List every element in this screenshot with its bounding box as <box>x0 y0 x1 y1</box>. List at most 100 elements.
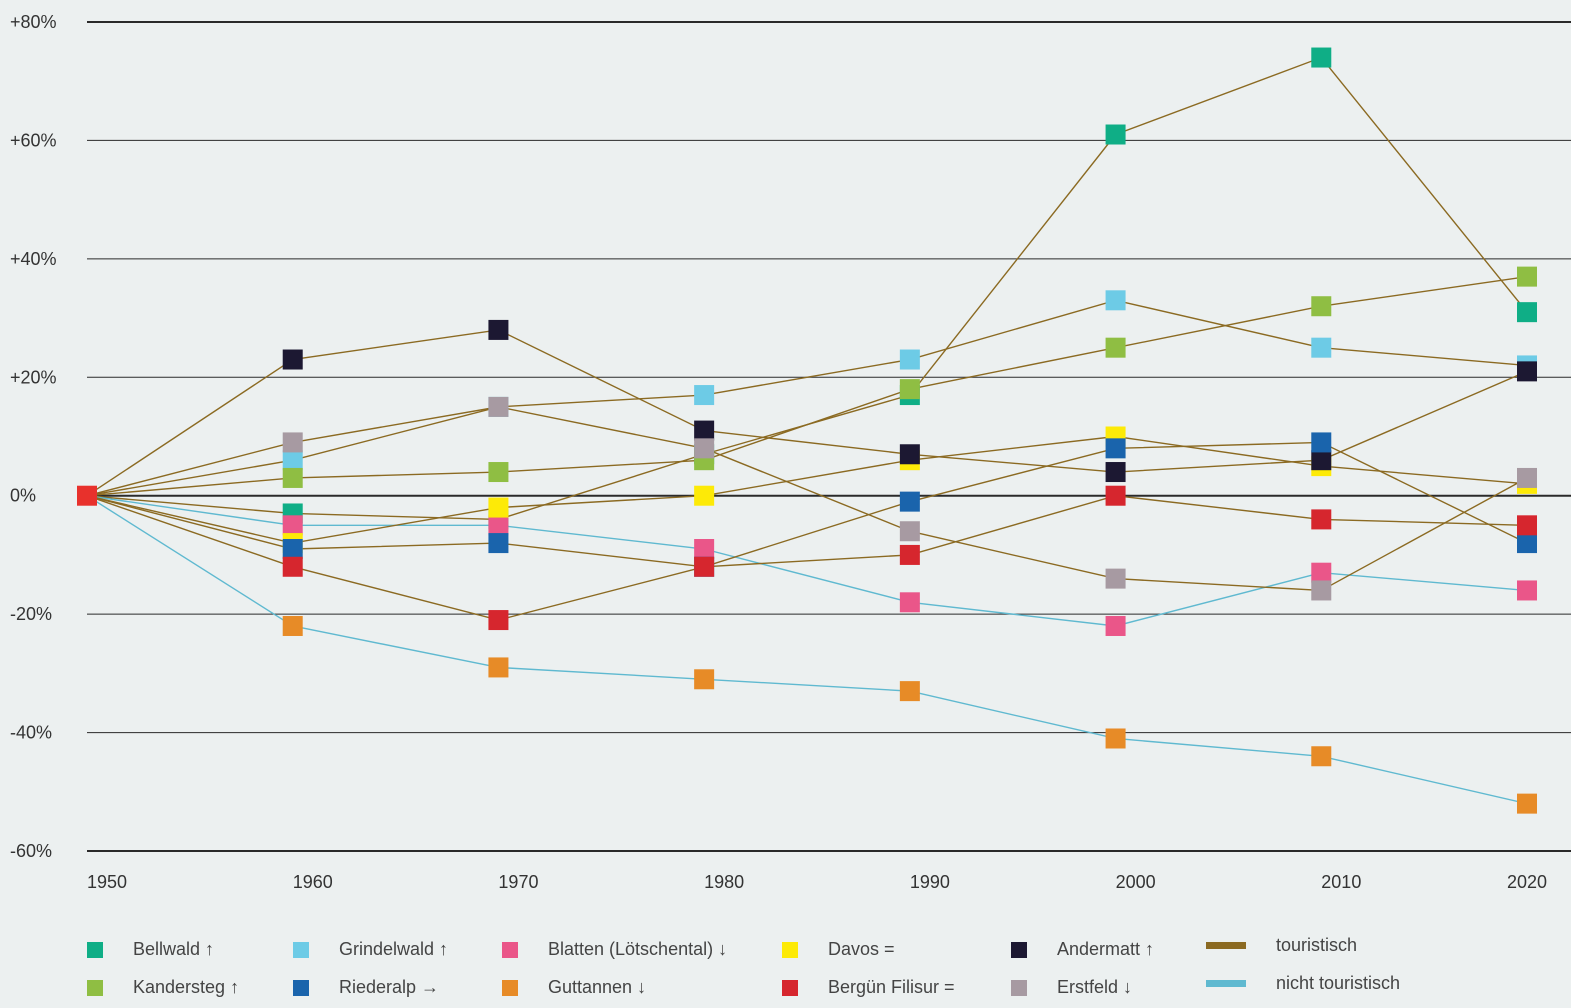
series-line <box>86 495 1528 805</box>
legend-label: Davos = <box>828 939 895 959</box>
series-line <box>86 275 1528 497</box>
legend-line-label: touristisch <box>1276 935 1358 955</box>
series-line <box>86 435 1528 544</box>
x-tick-label: 2020 <box>1507 872 1547 892</box>
data-point <box>899 681 920 702</box>
data-point <box>488 610 509 631</box>
legend-label: Erstfeld ↓ <box>1057 977 1133 997</box>
data-point <box>1517 302 1537 323</box>
x-tick-label: 1950 <box>87 872 127 892</box>
data-point <box>1311 296 1332 317</box>
data-point <box>1311 746 1332 767</box>
series-line <box>86 495 1528 627</box>
data-point <box>1311 47 1332 68</box>
data-point <box>488 396 509 417</box>
y-tick-label: -40% <box>10 723 52 743</box>
series-lines <box>86 56 1528 805</box>
legend-swatch <box>87 980 103 996</box>
data-point <box>488 657 509 678</box>
data-point <box>1311 562 1332 583</box>
series-markers <box>77 47 1537 814</box>
data-point <box>1517 467 1537 488</box>
data-point <box>899 349 920 370</box>
data-point <box>1105 290 1126 311</box>
data-point <box>1517 515 1537 536</box>
data-point <box>282 556 303 577</box>
series-line <box>86 329 1528 497</box>
legend-label: Blatten (Lötschental) ↓ <box>548 939 728 959</box>
data-point <box>488 319 509 340</box>
legend-swatch <box>87 942 103 958</box>
data-point <box>1105 568 1126 589</box>
data-point <box>1105 462 1126 483</box>
data-point <box>1517 580 1537 601</box>
legend-label: Kandersteg ↑ <box>133 977 240 997</box>
data-point <box>899 379 920 400</box>
data-point <box>282 467 303 488</box>
data-point <box>282 450 303 471</box>
data-point <box>1105 438 1126 459</box>
series-line <box>86 299 1528 497</box>
legend-label: Bergün Filisur = <box>828 977 955 997</box>
legend-label: Riederalp → <box>339 977 440 997</box>
line-chart: +80%+60%+40%+20%0%-20%-40%-60% 1950 1960 1… <box>10 12 1571 892</box>
data-point <box>1105 337 1126 358</box>
y-tick-label: +60% <box>10 130 57 150</box>
legend-swatch <box>502 980 518 996</box>
legend-label: Bellwald ↑ <box>133 939 215 959</box>
legend-label: Guttannen ↓ <box>548 977 647 997</box>
data-point <box>1517 793 1537 814</box>
data-point <box>899 544 920 565</box>
data-point <box>694 485 715 506</box>
x-tick-label: 1970 <box>498 872 538 892</box>
legend-swatch <box>782 980 798 996</box>
data-point <box>282 515 303 536</box>
data-point <box>1311 432 1332 453</box>
data-point <box>899 521 920 542</box>
data-point <box>1517 361 1537 382</box>
origin-point <box>77 485 97 506</box>
data-point <box>694 669 715 690</box>
series-line <box>86 56 1528 521</box>
y-tick-label: +20% <box>10 367 57 387</box>
legend-line-swatch <box>1206 980 1246 987</box>
legend-swatch <box>502 942 518 958</box>
data-point <box>1517 266 1537 287</box>
legend-swatch <box>782 942 798 958</box>
data-point <box>1105 124 1126 145</box>
x-tick-label: 1980 <box>704 872 744 892</box>
x-axis-labels: 1950 1960 1970 1980 1990 2000 2010 2020 <box>87 872 1547 892</box>
series-line <box>86 495 1528 621</box>
data-point <box>899 491 920 512</box>
data-point <box>1105 615 1126 636</box>
series-line <box>86 406 1528 592</box>
grid <box>87 21 1571 852</box>
series-line <box>86 441 1528 568</box>
y-tick-label: +40% <box>10 249 57 269</box>
x-tick-label: 2000 <box>1116 872 1156 892</box>
legend-label: Grindelwald ↑ <box>339 939 449 959</box>
data-point <box>694 556 715 577</box>
data-point <box>694 539 715 560</box>
data-point <box>488 533 509 554</box>
data-point <box>282 432 303 453</box>
x-tick-label: 1990 <box>910 872 950 892</box>
data-point <box>488 462 509 483</box>
data-point <box>488 497 509 518</box>
y-tick-label: -60% <box>10 841 52 861</box>
data-point <box>899 444 920 465</box>
data-point <box>899 592 920 613</box>
y-tick-label: +80% <box>10 12 57 32</box>
y-axis-labels: +80% +60% +40% +20% 0% -20% -40% -60% <box>10 12 57 861</box>
data-point <box>694 385 715 406</box>
legend-swatch <box>293 942 309 958</box>
data-point <box>282 349 303 370</box>
legend-label: Andermatt ↑ <box>1057 939 1155 959</box>
y-tick-label: 0% <box>10 486 36 506</box>
data-point <box>1311 337 1332 358</box>
data-point <box>1311 450 1332 471</box>
data-point <box>282 539 303 560</box>
legend-line-swatch <box>1206 942 1246 949</box>
data-point <box>1311 509 1332 530</box>
legend-swatch <box>293 980 309 996</box>
